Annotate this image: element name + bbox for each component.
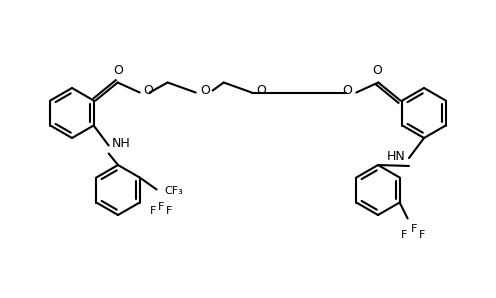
Text: O: O [342,84,352,97]
Text: F: F [166,206,172,215]
Text: F: F [149,206,156,215]
Text: O: O [257,84,266,97]
Text: O: O [144,84,154,97]
Text: F: F [419,230,425,240]
Text: O: O [201,84,211,97]
Text: F: F [411,224,417,235]
Text: O: O [114,64,124,77]
Text: O: O [372,64,382,77]
Text: CF₃: CF₃ [165,187,184,196]
Text: F: F [400,230,407,240]
Text: NH: NH [112,137,130,150]
Text: F: F [157,201,164,212]
Text: HN: HN [387,150,406,162]
